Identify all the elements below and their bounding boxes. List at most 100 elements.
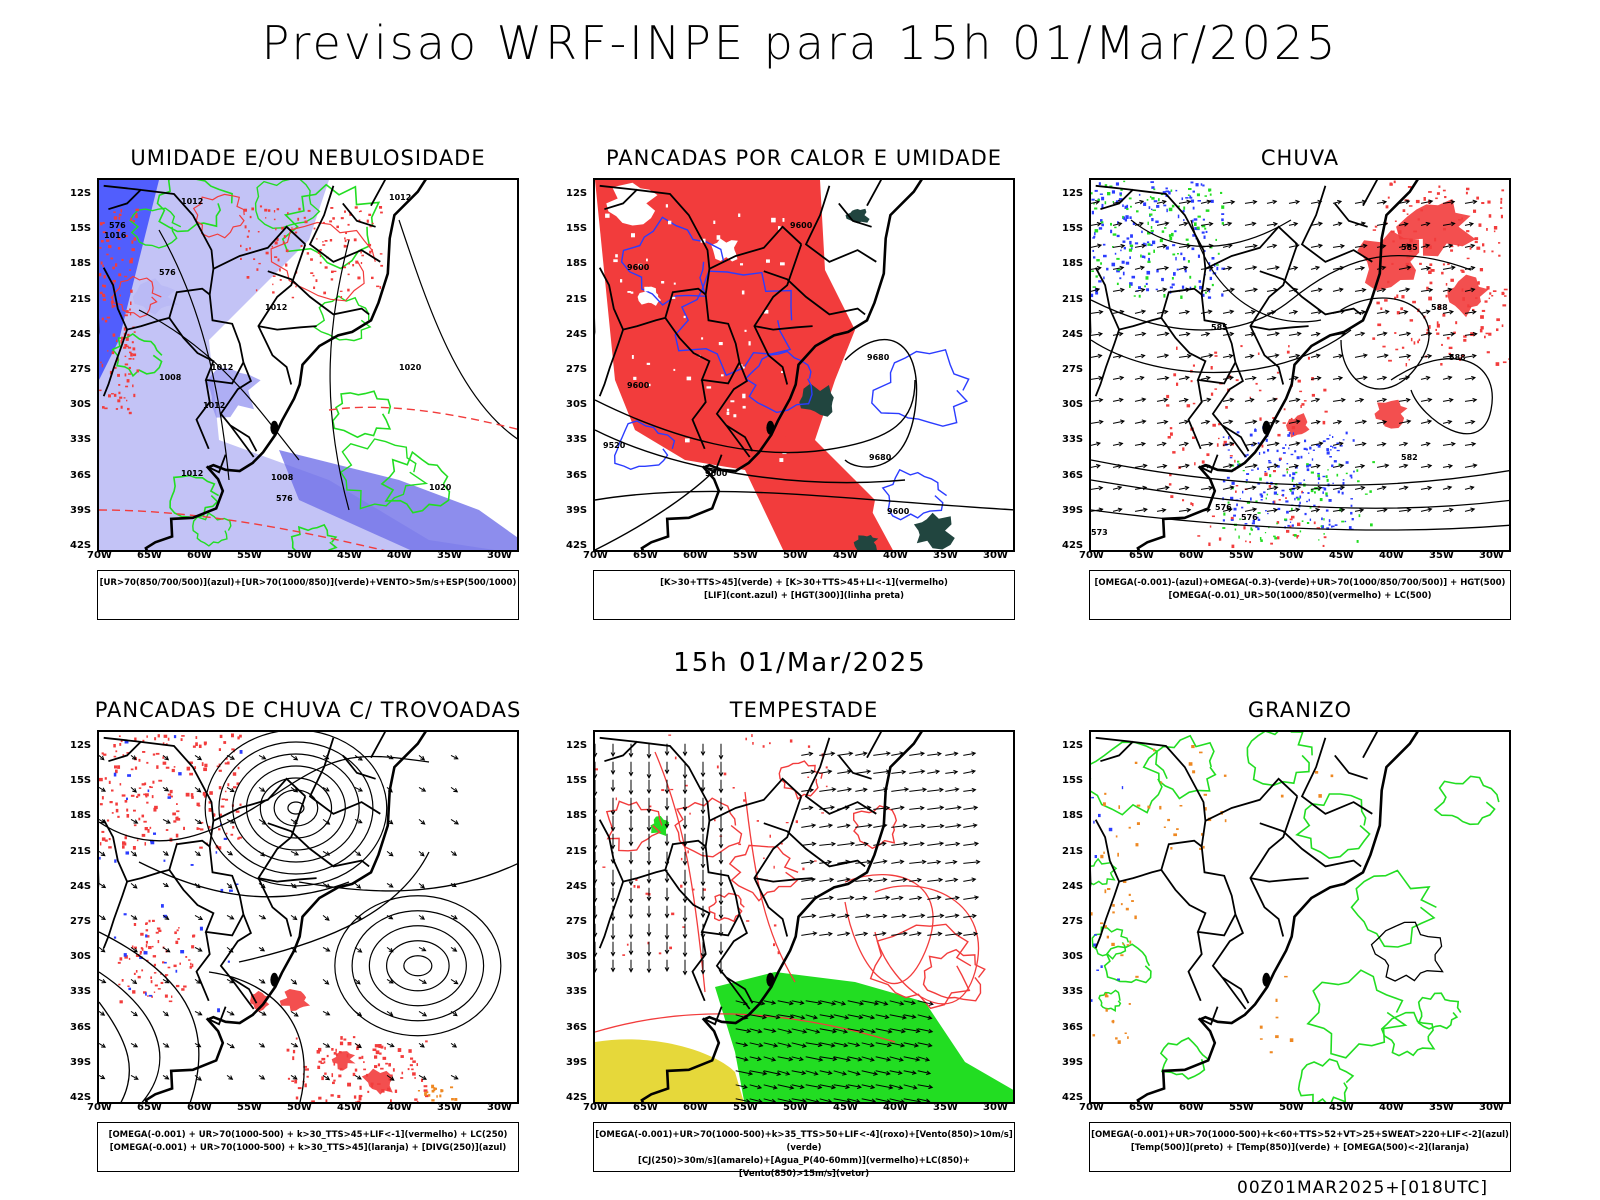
longitude-tick-label: 35W bbox=[437, 550, 462, 561]
latitude-tick-label: 12S bbox=[566, 740, 588, 751]
panel-legend: [UR>70(850/700/500)](azul)+[UR>70(1000/8… bbox=[97, 570, 519, 620]
legend-line: [K>30+TTS>45](verde) + [K>30+TTS>45+LI<-… bbox=[660, 578, 948, 588]
latitude-tick-label: 24S bbox=[70, 880, 92, 892]
contour-label: 1012 bbox=[265, 303, 287, 312]
longitude-tick-label: 60W bbox=[1179, 1102, 1204, 1113]
latitude-tick-label: 21S bbox=[566, 845, 588, 857]
longitude-tick-label: 70W bbox=[1079, 1102, 1104, 1113]
map-graphic bbox=[1091, 732, 1500, 1102]
contour-label: 585 bbox=[1401, 243, 1418, 252]
longitude-tick-label: 35W bbox=[933, 1102, 958, 1113]
contour-label: 9600 bbox=[790, 221, 813, 230]
longitude-tick-label: 35W bbox=[1429, 550, 1454, 561]
latitude-tick-label: 42S bbox=[566, 1092, 588, 1103]
latitude-tick-label: 33S bbox=[566, 434, 588, 446]
panel-title: UMIDADE E/OU NEBULOSIDADE bbox=[130, 146, 486, 170]
contour-label: 588 bbox=[1431, 303, 1448, 312]
map-graphic: 9600 9600 9680 9600 9520 9600 9680 9600 bbox=[595, 180, 1013, 550]
latitude-tick-label: 18S bbox=[1062, 258, 1084, 270]
latitude-tick-label: 36S bbox=[70, 1021, 92, 1033]
forecast-map bbox=[593, 730, 1015, 1104]
longitude-tick-label: 40W bbox=[387, 550, 412, 561]
latitude-tick-label: 15S bbox=[1062, 775, 1084, 787]
contour-label: 588 bbox=[1449, 353, 1466, 362]
latitude-tick-label: 21S bbox=[566, 293, 588, 305]
longitude-tick-label: 55W bbox=[733, 550, 758, 561]
legend-line: [OMEGA(-0.01)_UR>50(1000/850)(vermelho) … bbox=[1168, 591, 1432, 601]
longitude-tick-label: 45W bbox=[1329, 1102, 1354, 1113]
latitude-tick-label: 42S bbox=[70, 1092, 92, 1103]
latitude-tick-label: 36S bbox=[1062, 1021, 1084, 1033]
contour-label: 1012 bbox=[389, 193, 411, 202]
longitude-tick-label: 45W bbox=[337, 550, 362, 561]
longitude-tick-label: 50W bbox=[287, 1102, 312, 1113]
run-footer: 00Z01MAR2025+[018UTC] bbox=[1237, 1178, 1488, 1198]
latitude-tick-label: 30S bbox=[1062, 951, 1084, 963]
latitude-tick-label: 39S bbox=[1062, 1056, 1084, 1068]
longitude-tick-label: 60W bbox=[683, 1102, 708, 1113]
latitude-tick-label: 18S bbox=[566, 810, 588, 822]
latitude-tick-label: 27S bbox=[566, 364, 588, 375]
latitude-tick-label: 39S bbox=[70, 1056, 92, 1068]
longitude-tick-label: 30W bbox=[983, 550, 1008, 561]
panel-legend: [K>30+TTS>45](verde) + [K>30+TTS>45+LI<-… bbox=[593, 570, 1015, 620]
longitude-tick-label: 30W bbox=[1479, 550, 1504, 561]
latitude-tick-label: 33S bbox=[70, 434, 92, 446]
longitude-tick-label: 60W bbox=[187, 550, 212, 561]
map-graphic: 1012 1012 1016 1012 1008 1012 1020 1012 1012 1008… bbox=[99, 180, 517, 550]
contour-label: 1012 bbox=[211, 363, 233, 372]
latitude-tick-label: 21S bbox=[70, 845, 92, 857]
legend-line: [OMEGA(-0.001)+UR>70(1000-500)+k>35_TTS>… bbox=[595, 1130, 1013, 1153]
latitude-tick-label: 30S bbox=[1062, 399, 1084, 411]
longitude-tick-label: 30W bbox=[1479, 1102, 1504, 1113]
panel-title: PANCADAS POR CALOR E UMIDADE bbox=[605, 146, 1003, 170]
panel-legend: [OMEGA(-0.001)-(azul)+OMEGA(-0.3)-(verde… bbox=[1089, 570, 1511, 620]
longitude-tick-label: 70W bbox=[87, 1102, 112, 1113]
longitude-tick-label: 50W bbox=[783, 550, 808, 561]
contour-label: 576 bbox=[159, 268, 176, 277]
longitude-tick-label: 40W bbox=[387, 1102, 412, 1113]
latitude-tick-label: 36S bbox=[566, 469, 588, 481]
longitude-tick-label: 40W bbox=[1379, 1102, 1404, 1113]
longitude-tick-label: 55W bbox=[1229, 550, 1254, 561]
latitude-tick-label: 24S bbox=[566, 880, 588, 892]
longitude-tick-label: 45W bbox=[833, 550, 858, 561]
latitude-tick-label: 18S bbox=[70, 258, 92, 270]
latitude-tick-label: 39S bbox=[566, 1056, 588, 1068]
longitude-tick-label: 30W bbox=[487, 1102, 512, 1113]
longitude-tick-label: 50W bbox=[287, 550, 312, 561]
contour-label: 573 bbox=[1091, 528, 1108, 537]
longitude-tick-label: 65W bbox=[137, 550, 162, 561]
latitude-tick-label: 12S bbox=[70, 188, 92, 199]
latitude-tick-label: 39S bbox=[70, 504, 92, 516]
contour-label: 9600 bbox=[887, 507, 910, 516]
latitude-tick-label: 42S bbox=[1062, 540, 1084, 551]
latitude-tick-label: 27S bbox=[70, 916, 92, 927]
longitude-tick-label: 70W bbox=[87, 550, 112, 561]
longitude-tick-label: 45W bbox=[1329, 550, 1354, 561]
latitude-tick-label: 33S bbox=[1062, 434, 1084, 446]
panel-title: GRANIZO bbox=[1247, 698, 1353, 722]
main-title: Previsao WRF-INPE para 15h 01/Mar/2025 bbox=[261, 16, 1339, 70]
map-graphic: 585 588 585 588 576 573 576 582 bbox=[1091, 180, 1509, 550]
longitude-tick-label: 55W bbox=[237, 550, 262, 561]
latitude-tick-label: 42S bbox=[70, 540, 92, 551]
longitude-tick-label: 40W bbox=[883, 550, 908, 561]
longitude-tick-label: 50W bbox=[1279, 1102, 1304, 1113]
contour-label: 1020 bbox=[399, 363, 422, 372]
latitude-tick-label: 21S bbox=[1062, 293, 1084, 305]
longitude-tick-label: 60W bbox=[187, 1102, 212, 1113]
latitude-tick-label: 12S bbox=[1062, 188, 1084, 199]
latitude-tick-label: 42S bbox=[566, 540, 588, 551]
latitude-tick-label: 24S bbox=[1062, 328, 1084, 340]
latitude-tick-label: 15S bbox=[70, 223, 92, 235]
contour-label: 576 bbox=[1215, 503, 1232, 512]
latitude-tick-label: 12S bbox=[70, 740, 92, 751]
legend-line: [LIF](cont.azul) + [HGT(300)](linha pret… bbox=[703, 591, 905, 601]
contour-label: 576 bbox=[109, 221, 126, 230]
contour-label: 9520 bbox=[603, 441, 626, 450]
longitude-tick-label: 70W bbox=[1079, 550, 1104, 561]
longitude-tick-label: 30W bbox=[487, 550, 512, 561]
latitude-tick-label: 27S bbox=[1062, 364, 1084, 375]
latitude-tick-label: 27S bbox=[70, 364, 92, 375]
